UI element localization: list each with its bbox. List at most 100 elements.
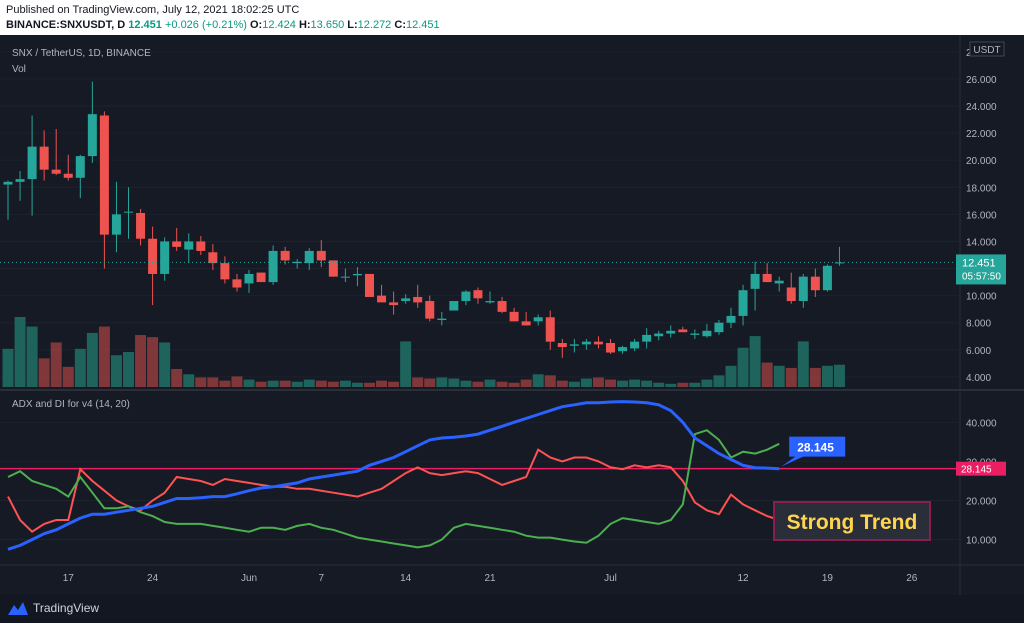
candle-body bbox=[461, 291, 471, 302]
time-axis-label: Jun bbox=[241, 573, 257, 584]
time-axis[interactable]: 17 24 Jun 7 14 21 Jul 12 19 26 bbox=[63, 573, 918, 584]
candle-body bbox=[111, 214, 121, 235]
publish-header: Published on TradingView.com, July 12, 2… bbox=[0, 0, 1024, 35]
time-axis-label: 26 bbox=[906, 573, 918, 584]
candle-body bbox=[762, 273, 772, 283]
volume-bar bbox=[38, 358, 50, 387]
volume-bar bbox=[725, 365, 737, 387]
high-value: 13.650 bbox=[310, 19, 345, 31]
ohlc-line: BINANCE:SNXUSDT, D 12.451 +0.026 (+0.21%… bbox=[6, 19, 440, 31]
high-label: H: bbox=[298, 19, 311, 31]
volume-bar bbox=[291, 381, 303, 387]
candle-body bbox=[377, 295, 387, 303]
candle-body bbox=[15, 179, 25, 182]
publish-line: Published on TradingView.com, July 12, 2… bbox=[6, 4, 300, 16]
candle-body bbox=[690, 333, 700, 335]
price-axis-label: 4.000 bbox=[966, 373, 991, 384]
candle-body bbox=[244, 273, 254, 284]
volume-bar bbox=[110, 355, 122, 387]
volume-bar bbox=[159, 342, 171, 387]
volume-bar bbox=[339, 380, 351, 387]
price-change: +0.026 (+0.21%) bbox=[164, 19, 247, 31]
price-axis-label: 14.000 bbox=[966, 237, 997, 248]
volume-bar bbox=[833, 364, 845, 387]
indicator-axis-label: 10.000 bbox=[966, 536, 997, 547]
candle-body bbox=[340, 276, 350, 278]
annotation-text: Strong Trend bbox=[787, 511, 918, 534]
symbol-label: BINANCE:SNXUSDT, D bbox=[6, 19, 126, 31]
candle-body bbox=[63, 173, 73, 178]
candle-body bbox=[208, 252, 218, 264]
currency-box[interactable] bbox=[969, 41, 1005, 57]
price-axis-label: 18.000 bbox=[966, 183, 997, 194]
candle-body bbox=[220, 263, 230, 280]
time-axis-label: 17 bbox=[63, 573, 75, 584]
volume-bar bbox=[135, 335, 147, 387]
candle-body bbox=[51, 169, 61, 174]
volume-bar bbox=[255, 381, 267, 387]
volume-bar bbox=[737, 347, 749, 387]
open-value: 12.424 bbox=[262, 19, 296, 31]
candle-body bbox=[304, 250, 314, 264]
candle-body bbox=[666, 330, 676, 334]
chart-canvas[interactable]: SNX / TetherUS, 1D, BINANCE Vol 28.00026… bbox=[0, 35, 1024, 595]
close-label: C: bbox=[394, 19, 406, 31]
candle-body bbox=[606, 343, 615, 353]
candle-body bbox=[822, 265, 832, 291]
price-axis[interactable]: 28.00026.00024.00022.00020.00018.00016.0… bbox=[966, 48, 997, 384]
price-axis-label: 24.000 bbox=[966, 102, 997, 113]
candle-body bbox=[449, 301, 459, 311]
candle-body bbox=[196, 241, 206, 251]
candle-body bbox=[389, 302, 399, 306]
volume-bar bbox=[327, 381, 339, 387]
volume-bar bbox=[761, 362, 773, 387]
volume-bar bbox=[26, 326, 38, 387]
volume-bar bbox=[785, 367, 797, 387]
volume-bar bbox=[460, 380, 472, 387]
indicator-title: ADX and DI for v4 (14, 20) bbox=[12, 399, 130, 410]
volume-bar bbox=[195, 377, 207, 387]
volume-bar bbox=[436, 377, 448, 387]
indicator-axis-label: 40.000 bbox=[966, 418, 997, 429]
volume-bar bbox=[388, 381, 400, 387]
time-axis-label: 14 bbox=[400, 573, 412, 584]
candle-body bbox=[232, 279, 242, 288]
volume-bar bbox=[809, 367, 821, 387]
candle-body bbox=[533, 317, 543, 322]
volume-bar bbox=[701, 379, 713, 387]
candle-body bbox=[256, 272, 266, 283]
price-pane[interactable] bbox=[0, 35, 960, 390]
adx-level-tag: 28.145 bbox=[956, 461, 1006, 476]
chart-area[interactable]: SNX / TetherUS, 1D, BINANCE Vol 28.00026… bbox=[0, 35, 1024, 595]
volume-bar bbox=[484, 379, 496, 387]
volume-bar bbox=[580, 378, 592, 387]
volume-bar bbox=[412, 377, 424, 387]
volume-bar bbox=[74, 348, 86, 387]
tradingview-logo[interactable]: TradingView bbox=[8, 601, 99, 615]
low-value: 12.272 bbox=[357, 19, 392, 31]
volume-bar bbox=[123, 352, 134, 387]
volume-bar bbox=[689, 382, 701, 387]
volume-bar bbox=[279, 380, 291, 387]
candle-body bbox=[810, 276, 820, 291]
volume-bar bbox=[219, 380, 231, 387]
candle-body bbox=[654, 333, 664, 337]
candle-body bbox=[702, 330, 712, 337]
volume-bar bbox=[677, 382, 689, 387]
tradingview-logo-icon bbox=[8, 602, 28, 615]
adx-bubble: 28.145 bbox=[781, 436, 846, 467]
candle-body bbox=[437, 318, 447, 320]
time-axis-label: 21 bbox=[484, 573, 496, 584]
chart-title: SNX / TetherUS, 1D, BINANCE bbox=[12, 48, 151, 59]
price-axis-label: 8.000 bbox=[966, 319, 991, 330]
volume-bar bbox=[496, 381, 508, 387]
candle-body bbox=[39, 146, 49, 170]
candle-body bbox=[280, 250, 290, 261]
volume-bar bbox=[207, 377, 219, 387]
low-label: L: bbox=[347, 19, 358, 31]
candles bbox=[3, 81, 844, 358]
volume-bar bbox=[508, 382, 520, 387]
open-label: O: bbox=[249, 19, 263, 31]
volume-bar bbox=[315, 380, 327, 387]
